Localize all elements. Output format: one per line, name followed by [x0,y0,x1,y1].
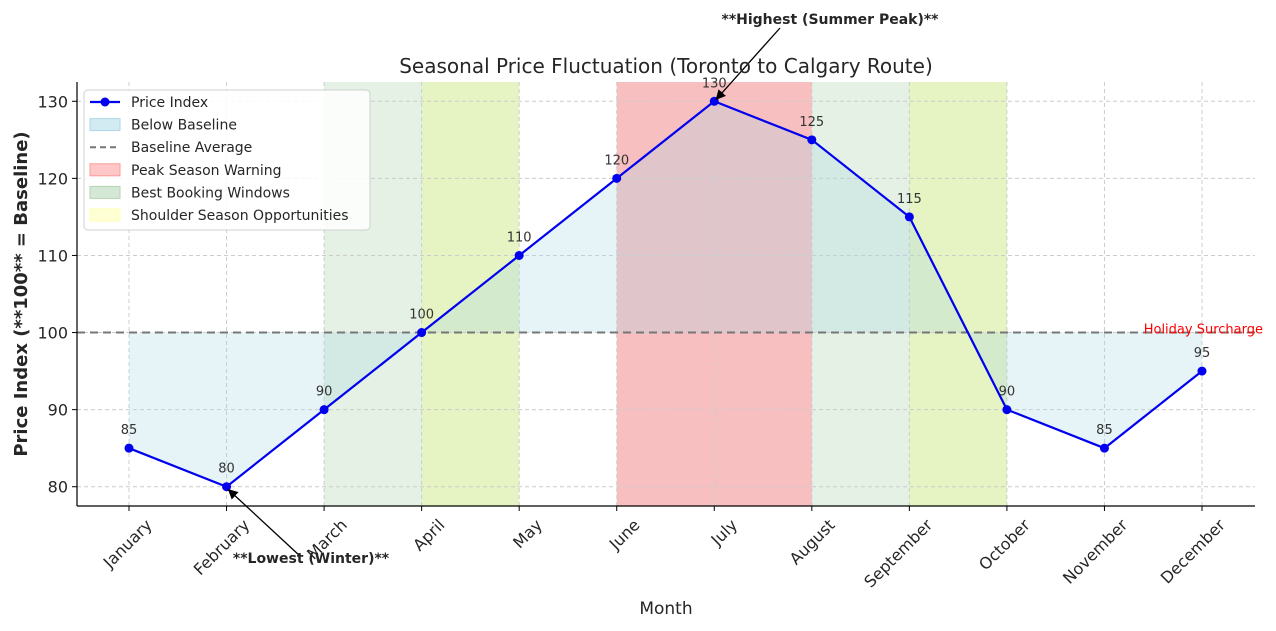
data-label-june: 120 [604,153,629,168]
price-index-line [128,100,1203,488]
x-tick-label-july: July [707,515,741,549]
data-label-august: 125 [799,115,824,130]
y-tick-label-5: 130 [37,92,68,111]
highest-annotation: **Highest (Summer Peak)** [722,12,940,28]
y-tick-label-2: 100 [37,324,68,343]
x-tick-label-october: October [975,515,1034,574]
legend-handle-patch-3 [89,163,121,177]
baseline-fill [129,101,1202,487]
price-point-december [1197,366,1207,376]
y-tick-label-0: 80 [48,478,68,497]
below-baseline-fill [129,101,1202,487]
x-tick-label-september: September [860,515,936,591]
x-tick-label-january: January [99,515,156,572]
x-tick-label-june: June [605,515,644,554]
lowest-annotation: **Lowest (Winter)** [233,551,390,567]
shaded-region-4 [909,82,1007,506]
data-label-july: 130 [702,76,727,91]
legend-label-5: Shoulder Season Opportunities [131,208,349,224]
legend-label-2: Baseline Average [131,140,252,156]
lowest-arrow [227,489,301,557]
legend-label-0: Price Index [131,95,208,111]
legend-handle-patch-1 [89,118,121,132]
legend-label-1: Below Baseline [131,118,237,134]
price-point-september [904,212,914,222]
annotations: **Highest (Summer Peak)** **Lowest (Winte… [227,12,1263,567]
data-label-november: 85 [1096,423,1113,438]
data-label-march: 90 [316,385,333,400]
y-axis-title: Price Index (**100** = Baseline) [11,131,32,456]
data-label-january: 85 [121,423,138,438]
price-point-may [514,250,524,260]
y-tick-label-3: 110 [37,246,68,265]
data-label-february: 80 [218,462,235,477]
data-label-december: 95 [1194,346,1211,361]
series-layer [124,96,1207,492]
x-tick-label-may: May [509,515,546,552]
data-label-april: 100 [409,308,434,323]
data-label-may: 110 [507,230,532,245]
price-point-august [807,135,817,145]
y-tick-label-4: 120 [37,169,68,188]
price-point-january [124,443,134,453]
legend-handle-patch-5 [89,208,121,222]
x-tick-label-april: April [409,515,448,554]
highest-arrow [715,27,781,101]
legend: Price Index Below Baseline Baseline Averag… [83,89,371,231]
x-tick-label-february: February [190,515,254,579]
price-point-november [1099,443,1109,453]
data-label-september: 115 [897,192,922,207]
data-label-october: 90 [999,385,1016,400]
chart-title: Seasonal Price Fluctuation (Toronto to C… [399,54,933,78]
x-tick-label-august: August [786,515,839,568]
price-point-february [222,482,232,492]
price-point-march [319,405,329,415]
price-point-june [612,173,622,183]
price-point-april [417,328,427,338]
x-tick-label-november: November [1059,515,1132,588]
legend-handle-patch-4 [89,185,121,199]
price-point-october [1002,405,1012,415]
holiday-surcharge-label: Holiday Surcharge [1144,323,1263,338]
x-axis-title: Month [639,599,692,619]
legend-label-3: Peak Season Warning [131,163,282,179]
y-tick-label-1: 90 [48,401,68,420]
legend-handle-marker-0 [100,97,110,107]
data-labels: 85 80 90 100 110 120 130 125 115 90 85 95 [121,76,1211,476]
legend-label-4: Best Booking Windows [131,185,290,201]
legend-box [83,89,371,231]
x-tick-label-december: December [1157,515,1229,587]
